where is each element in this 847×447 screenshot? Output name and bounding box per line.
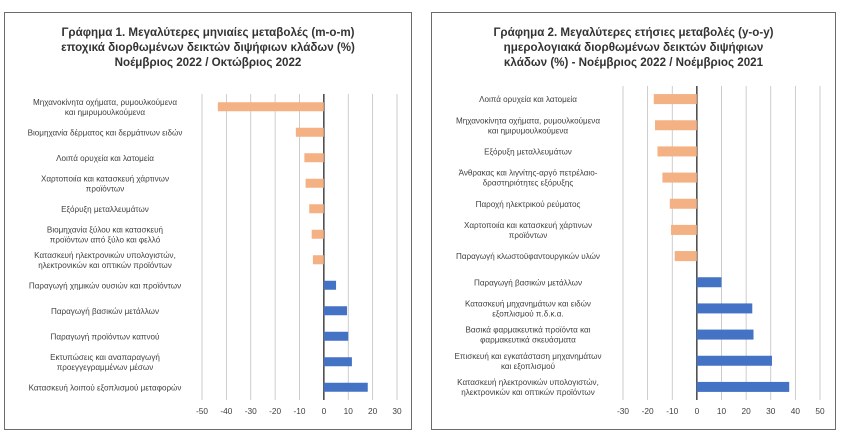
category-label: Εξόρυξη μεταλλευμάτων (61, 205, 149, 214)
x-tick-label: -30 (617, 406, 629, 416)
chart-title-line-2: εποχικά διορθωμένων δεικτών διψήφιων κλά… (61, 41, 355, 54)
category-label: εξοπλισμού π.δ.κ.α. (492, 309, 563, 318)
bar (662, 172, 697, 183)
category-label: και ημιρυμουλκούμενα (488, 126, 568, 135)
category-label: Επισκευή και εγκατάσταση μηχανημάτων (454, 352, 601, 361)
category-label: δραστηριότητες εξόρυξης (483, 179, 574, 188)
bar (655, 120, 697, 131)
category-label: προϊόντων από ξύλο και φελλό (50, 235, 161, 244)
bar (311, 229, 324, 239)
bar (696, 355, 772, 366)
bar (323, 331, 349, 341)
bar (305, 178, 324, 188)
category-label: Λοιπά ορυχεία και λατομεία (56, 154, 154, 163)
category-label: Κατασκευή ηλεκτρονικών υπολογιστών, (34, 251, 176, 260)
bar (696, 329, 754, 340)
category-label: προεγγεγραμμένων μέσων (57, 363, 154, 372)
x-tick-label: -50 (196, 406, 208, 416)
chart-title-line-2: ημερολογιακά διορθωμένων δεικτών διψήφιω… (503, 41, 764, 54)
category-label: Βιομηχανία ξύλου και κατασκευή (47, 225, 163, 234)
x-tick-label: -10 (294, 406, 306, 416)
category-label: Κατασκευή μηχανημάτων και ειδών (465, 299, 591, 308)
category-label: και εξοπλισμού (501, 362, 556, 371)
bar (323, 382, 368, 392)
x-tick-label: 0 (695, 406, 700, 416)
x-tick-label: 20 (742, 406, 752, 416)
bar (657, 146, 697, 157)
category-label: Μηχανοκίνητα οχήματα, ρυμουλκούμενα (456, 116, 600, 125)
category-label: Βιομηχανία δέρματος και δερμάτινων ειδών (28, 128, 183, 137)
bar (323, 357, 352, 367)
bar (217, 102, 324, 112)
x-tick-label: 30 (392, 406, 402, 416)
bar (669, 198, 697, 209)
category-label: Χαρτοποιία και κατασκευή χάρτινων (41, 174, 169, 183)
x-tick-label: -30 (245, 406, 257, 416)
chart-panel-monthly: Γράφημα 1. Μεγαλύτερες μηνιαίες μεταβολέ… (4, 12, 412, 430)
category-label: φαρμακευτικά σκευάσματα (480, 336, 576, 345)
x-tick-label: -20 (642, 406, 654, 416)
bar-chart-monthly: -50 -40 -30 -20 -10 0 10 20 30 Μηχανοκίνητα οχήμα… (28, 94, 402, 416)
x-tick-label: 20 (368, 406, 378, 416)
bar-chart-annual: -30 -20 -10 0 10 20 30 40 50 Λοιπά ορυχεία και λα… (454, 86, 825, 416)
category-label: Χαρτοποιία και κατασκευή χάρτινων (464, 221, 592, 230)
category-label: και ημιρυμουλκούμενα (65, 108, 145, 117)
bar (304, 153, 324, 163)
bar (323, 280, 337, 290)
x-tick-label: -20 (269, 406, 281, 416)
chart-title-line-1: Γράφημα 2. Μεγαλύτερες ετήσιες μεταβολές… (493, 26, 774, 39)
bar (696, 303, 753, 314)
x-tick-label: 50 (815, 406, 825, 416)
category-label: Λοιπά ορυχεία και λατομεία (479, 95, 577, 104)
bar (309, 204, 324, 214)
category-label: Άνθρακας και λιγνίτης-αργό πετρέλαιο- (459, 169, 598, 178)
category-label: Παραγωγή βασικών μετάλλων (474, 278, 582, 287)
chart-title-line-3: κλάδων (%) - Νοέμβριος 2022 / Νοέμβριος … (503, 56, 764, 69)
x-tick-label: 10 (717, 406, 727, 416)
category-label: Μηχανοκίνητα οχήματα, ρυμουλκούμενα (33, 98, 177, 107)
bar (312, 255, 324, 265)
chart-title: Γράφημα 1. Μεγαλύτερες μηνιαίες μεταβολέ… (5, 25, 411, 70)
x-tick-label: -40 (220, 406, 232, 416)
category-label: Εκτυπώσεις και αναπαραγωγή (50, 353, 160, 362)
chart-panel-annual: Γράφημα 2. Μεγαλύτερες ετήσιες μεταβολές… (431, 12, 836, 430)
category-label: Κατασκευή ηλεκτρονικών υπολογιστών, (457, 378, 599, 387)
category-label: Παραγωγή προϊόντων καπνού (51, 332, 160, 341)
category-label: ηλεκτρονικών και οπτικών προϊόντων (461, 388, 595, 397)
category-label: προϊόντων (509, 231, 548, 240)
category-label: προϊόντων (86, 184, 125, 193)
bar (295, 127, 324, 137)
x-tick-label: 0 (322, 406, 327, 416)
bar (696, 381, 790, 392)
category-label: ηλεκτρονικών και οπτικών προϊόντων (38, 261, 172, 270)
x-tick-label: 40 (791, 406, 801, 416)
chart-title: Γράφημα 2. Μεγαλύτερες ετήσιες μεταβολές… (432, 25, 835, 70)
category-label: Παραγωγή χημικών ουσιών και προϊόντων (29, 281, 181, 290)
x-tick-label: 10 (344, 406, 354, 416)
category-label: Παραγωγή κλωστοϋφαντουργικών υλών (456, 252, 600, 261)
chart-title-line-3: Νοέμβριος 2022 / Οκτώβριος 2022 (114, 56, 302, 69)
category-label: Κατασκευή λοιπού εξοπλισμού μεταφορών (29, 383, 182, 392)
category-label: Παροχή ηλεκτρικού ρεύματος (476, 200, 581, 209)
bar (696, 277, 722, 288)
x-tick-label: -10 (666, 406, 678, 416)
chart-title-line-1: Γράφημα 1. Μεγαλύτερες μηνιαίες μεταβολέ… (61, 26, 355, 39)
category-label: Παραγωγή βασικών μετάλλων (51, 307, 159, 316)
bar (323, 306, 348, 316)
category-label: Βασικά φαρμακευτικά προϊόντα και (465, 326, 590, 335)
bar (653, 94, 697, 105)
category-label: Εξόρυξη μεταλλευμάτων (484, 147, 572, 156)
bar (671, 224, 697, 235)
bar (674, 251, 697, 262)
x-tick-label: 30 (766, 406, 776, 416)
